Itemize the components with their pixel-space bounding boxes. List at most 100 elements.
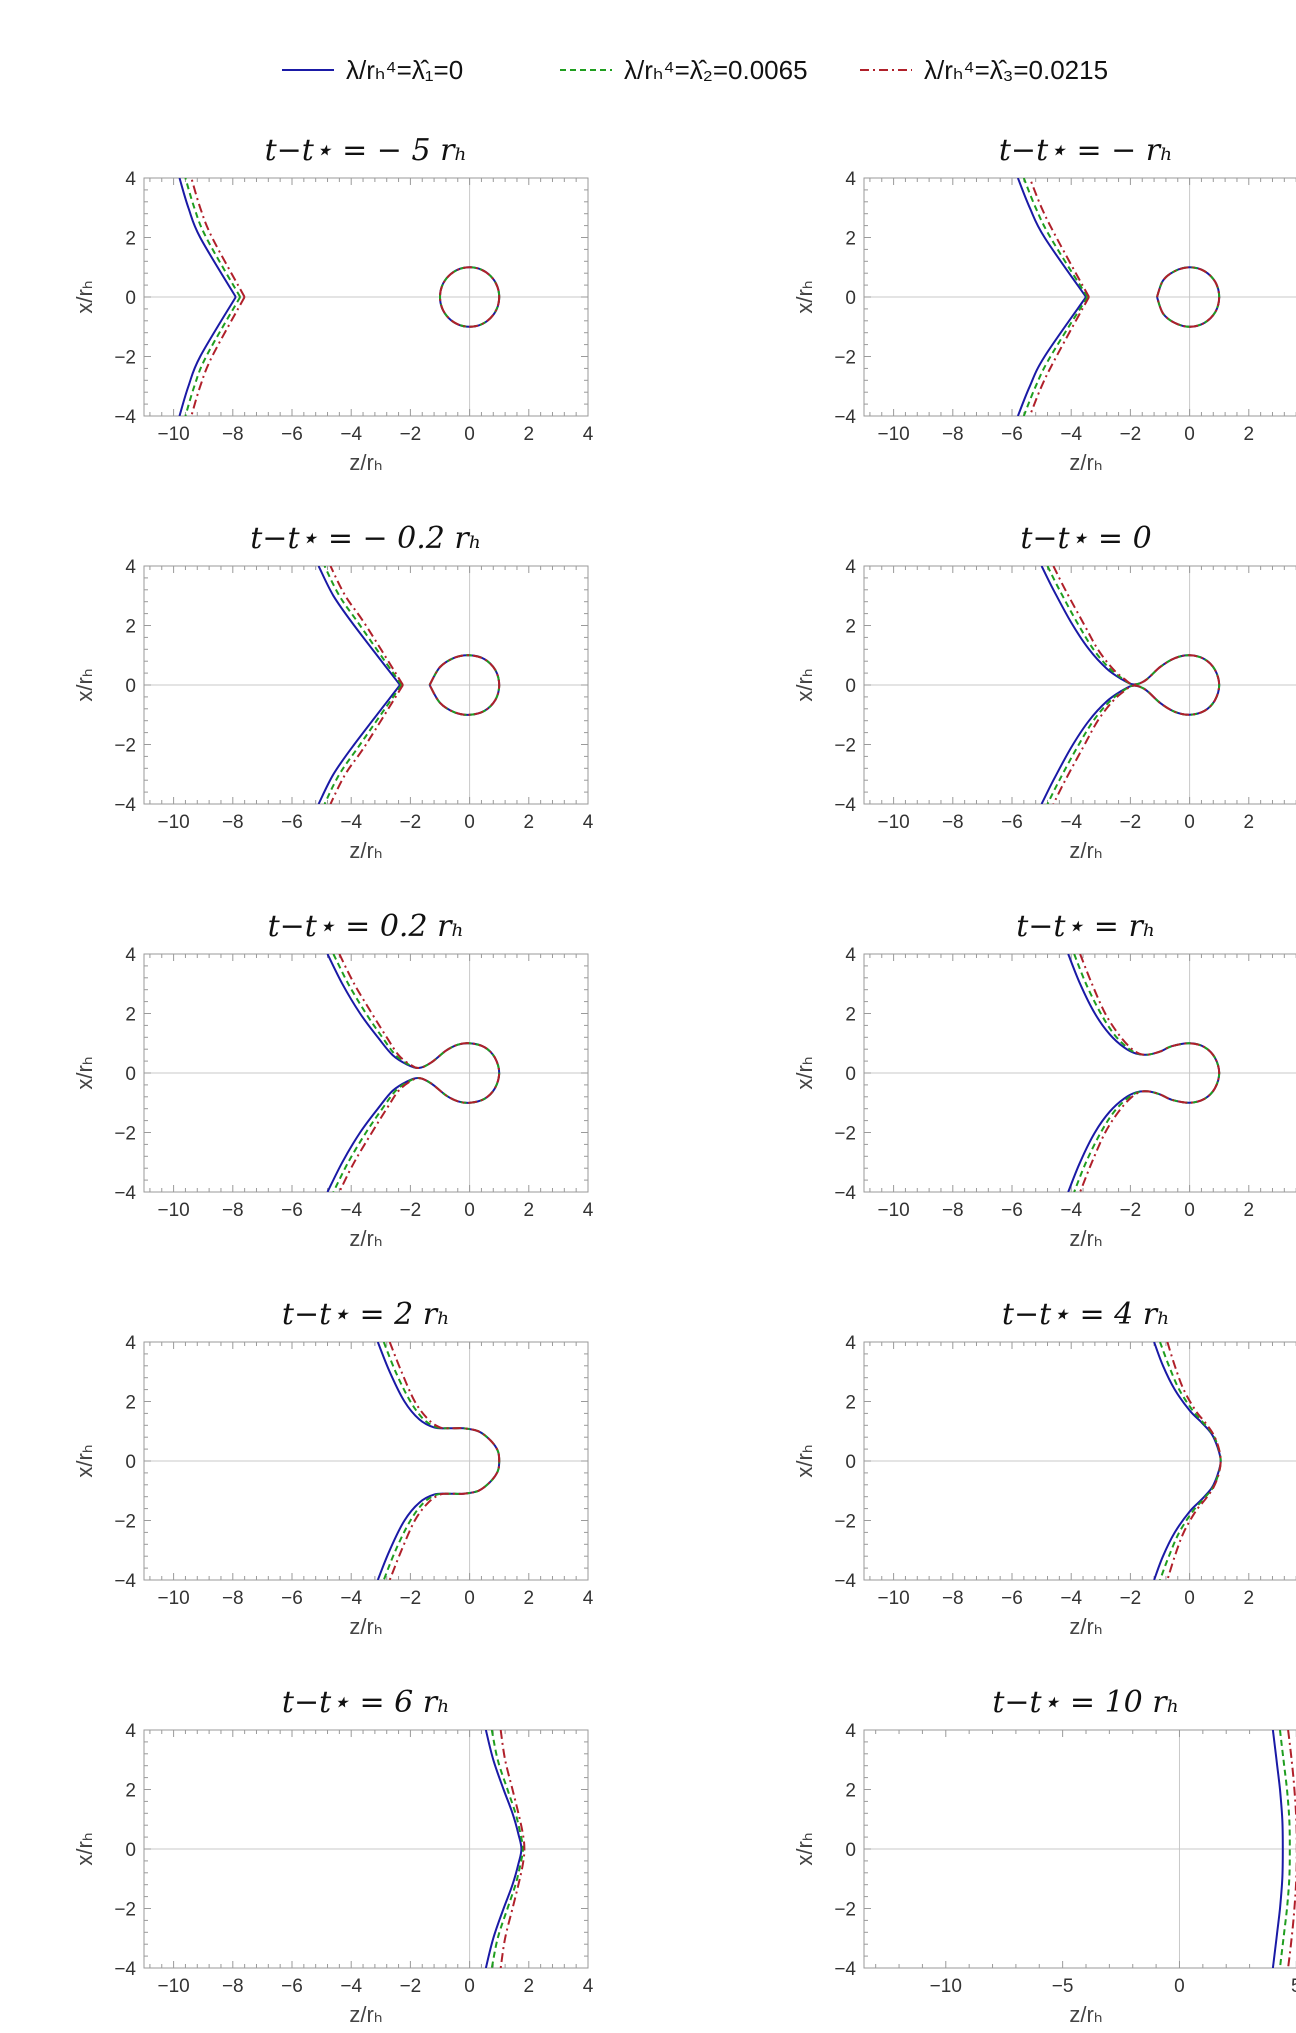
x-tick-label: −2	[400, 812, 422, 833]
series-line	[184, 296, 242, 416]
x-tick-label: −10	[877, 1200, 909, 1221]
y-tick-label: 0	[125, 1840, 136, 1861]
x-tick-label: −4	[340, 424, 362, 445]
x-tick-label: −4	[1060, 1588, 1082, 1609]
series-line	[190, 296, 246, 416]
series-line	[1271, 1730, 1284, 1968]
y-tick-label: −2	[834, 348, 856, 369]
series-line	[329, 566, 404, 686]
x-tick-label: −6	[1001, 424, 1023, 445]
x-tick-label: −4	[1060, 812, 1082, 833]
x-tick-label: −10	[157, 1200, 189, 1221]
y-tick-label: 2	[845, 1781, 856, 1802]
x-tick-label: −10	[157, 1976, 189, 1997]
x-tick-label: 0	[1184, 812, 1195, 833]
series-line	[317, 684, 401, 804]
x-tick-label: 2	[1244, 1200, 1255, 1221]
y-tick-label: 4	[125, 1333, 136, 1354]
legend-label: λ/rₕ⁴=λ̂₃=0.0215	[924, 55, 1108, 85]
y-axis-label: x/rₕ	[72, 668, 97, 701]
x-tick-label: −6	[281, 424, 303, 445]
y-tick-label: 2	[125, 229, 136, 250]
x-tick-label: 2	[1244, 1588, 1255, 1609]
y-tick-label: −2	[834, 1900, 856, 1921]
y-tick-label: 4	[125, 169, 136, 190]
x-tick-label: 2	[524, 1588, 535, 1609]
y-tick-label: −2	[114, 1512, 136, 1533]
x-tick-label: −2	[1120, 1200, 1142, 1221]
x-tick-label: −6	[1001, 1200, 1023, 1221]
x-tick-label: 4	[583, 424, 594, 445]
chart-panel: t−t⋆ = 10 rₕ −10 −5 0 5 −4 −2 0 2 4 z/rₕ x/rₕ	[792, 1685, 1296, 2027]
x-tick-label: −2	[1120, 1588, 1142, 1609]
series-line	[323, 566, 403, 686]
x-tick-label: −6	[281, 812, 303, 833]
series-line	[388, 1342, 501, 1580]
x-tick-label: −8	[942, 1588, 964, 1609]
chart-title: t−t⋆ = − 5 rₕ	[265, 133, 468, 168]
curves	[178, 178, 501, 416]
chart-title: t−t⋆ = rₕ	[1016, 909, 1156, 944]
x-tick-label: −6	[281, 1200, 303, 1221]
y-tick-label: 0	[845, 676, 856, 697]
y-tick-label: −2	[834, 1124, 856, 1145]
series-line	[338, 954, 501, 1192]
y-axis-label: x/rₕ	[792, 668, 817, 701]
y-axis-label: x/rₕ	[72, 1056, 97, 1089]
y-tick-label: −4	[834, 1183, 856, 1204]
series-line	[178, 296, 237, 416]
curves	[1271, 1730, 1296, 1968]
y-tick-label: 2	[845, 1005, 856, 1026]
curves	[326, 954, 501, 1192]
x-axis-label: z/rₕ	[349, 1614, 382, 1639]
x-tick-label: −4	[340, 812, 362, 833]
y-tick-label: 2	[125, 1005, 136, 1026]
curves	[484, 1730, 526, 1968]
y-axis-label: x/rₕ	[792, 280, 817, 313]
series-line	[484, 1730, 523, 1968]
y-axis-label: x/rₕ	[792, 1832, 817, 1865]
x-tick-label: −10	[157, 424, 189, 445]
y-tick-label: 2	[125, 617, 136, 638]
x-tick-label: 2	[1244, 812, 1255, 833]
x-tick-label: −10	[877, 1588, 909, 1609]
x-tick-label: −10	[877, 424, 909, 445]
x-tick-label: 2	[524, 1200, 535, 1221]
x-tick-label: −10	[157, 1588, 189, 1609]
legend-item: λ/rₕ⁴=λ̂₁=0	[282, 55, 463, 85]
x-tick-label: −4	[340, 1976, 362, 1997]
x-tick-label: −2	[1120, 812, 1142, 833]
y-tick-label: 0	[125, 1452, 136, 1473]
curves	[1016, 178, 1221, 416]
chart-panel: t−t⋆ = 6 rₕ −10 −8 −6 −4 −2 0 2 4 −4 −2 0 2 4 z/rₕ x/rₕ	[72, 1685, 594, 2027]
chart-title: t−t⋆ = 6 rₕ	[282, 1685, 450, 1720]
y-tick-label: 4	[845, 169, 856, 190]
y-axis-label: x/rₕ	[72, 280, 97, 313]
x-tick-label: −8	[222, 1200, 244, 1221]
y-tick-label: −4	[114, 1959, 136, 1980]
series-line	[1028, 178, 1090, 298]
series-line	[317, 566, 401, 686]
chart-title: t−t⋆ = 4 rₕ	[1002, 1297, 1170, 1332]
y-tick-label: −2	[834, 736, 856, 757]
x-tick-label: −6	[1001, 812, 1023, 833]
y-tick-label: −4	[114, 1183, 136, 1204]
x-tick-label: −6	[281, 1588, 303, 1609]
y-tick-label: 4	[845, 557, 856, 578]
x-tick-label: −8	[222, 1976, 244, 1997]
series-line	[1279, 1730, 1291, 1968]
y-tick-label: −2	[114, 736, 136, 757]
series-line	[329, 684, 404, 804]
legend-item: λ/rₕ⁴=λ̂₃=0.0215	[860, 55, 1108, 85]
x-tick-label: −2	[400, 1200, 422, 1221]
y-tick-label: −4	[114, 795, 136, 816]
series-line	[1022, 178, 1089, 298]
x-tick-label: −8	[942, 1200, 964, 1221]
series-line	[190, 178, 246, 298]
y-tick-label: −2	[114, 1124, 136, 1145]
y-tick-label: 4	[125, 557, 136, 578]
x-tick-label: 0	[464, 812, 475, 833]
y-tick-label: 2	[845, 229, 856, 250]
x-tick-label: −5	[1052, 1976, 1074, 1997]
